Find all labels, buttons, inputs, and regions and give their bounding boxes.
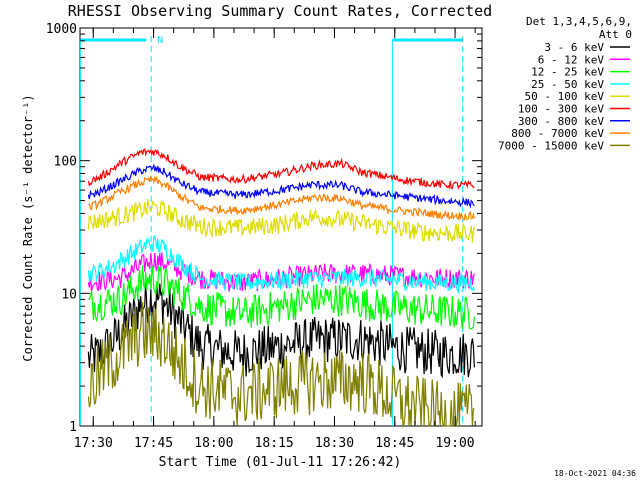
series-4: [87, 198, 475, 243]
y-tick-label: 1: [69, 420, 77, 435]
legend-label: 7000 - 15000 keV: [498, 139, 604, 152]
timestamp: 18-Oct-2021 04:36: [554, 469, 636, 478]
series-line: [87, 280, 475, 379]
series-line: [87, 235, 475, 295]
legend-label: 6 - 12 keV: [538, 53, 605, 66]
x-tick-label: 18:30: [315, 436, 354, 451]
series-0: [87, 280, 475, 379]
series-5: [87, 148, 475, 191]
y-tick-label: 1000: [46, 22, 77, 37]
series-line: [87, 198, 475, 243]
x-tick-label: 17:45: [134, 436, 173, 451]
series-group: [87, 148, 475, 429]
series-8: [87, 302, 475, 429]
series-7: [88, 175, 475, 221]
x-tick-label: 17:30: [74, 436, 113, 451]
x-axis-label: Start Time (01-Jul-11 17:26:42): [159, 455, 402, 470]
series-3: [87, 235, 475, 295]
series-line: [87, 163, 475, 209]
axes: 1 10 100 1000 17:30 17:45 18:00 18:15 18:30 18:45…: [46, 22, 482, 451]
legend-label: 800 - 7000 keV: [511, 127, 604, 140]
legend-label: 3 - 6 keV: [544, 41, 604, 54]
flag-bars: N: [79, 35, 464, 426]
y-tick-label: 100: [54, 155, 77, 170]
x-tick-label: 18:00: [194, 436, 233, 451]
series-2: [88, 265, 475, 330]
flag-label: N: [157, 35, 163, 46]
series-line: [87, 302, 475, 429]
chart-title: RHESSI Observing Summary Count Rates, Co…: [68, 2, 492, 20]
y-tick-label: 10: [61, 287, 77, 302]
legend-label: 25 - 50 keV: [531, 78, 604, 91]
legend-label: 100 - 300 keV: [518, 103, 604, 116]
legend-label: 12 - 25 keV: [531, 66, 604, 79]
series-line: [87, 148, 475, 191]
legend-header-attenuator: Att 0: [599, 28, 632, 41]
legend-header-detectors: Det 1,3,4,5,6,9,: [526, 15, 632, 28]
y-axis-label: Corrected Count Rate (s⁻¹ detector⁻¹): [21, 94, 35, 361]
x-tick-label: 19:00: [435, 436, 474, 451]
series-line: [88, 265, 475, 330]
x-tick-label: 18:15: [255, 436, 294, 451]
legend-label: 50 - 100 keV: [525, 90, 605, 103]
series-line: [88, 175, 475, 221]
legend-label: 300 - 800 keV: [518, 115, 604, 128]
x-tick-label: 18:45: [375, 436, 414, 451]
series-6: [87, 163, 475, 209]
